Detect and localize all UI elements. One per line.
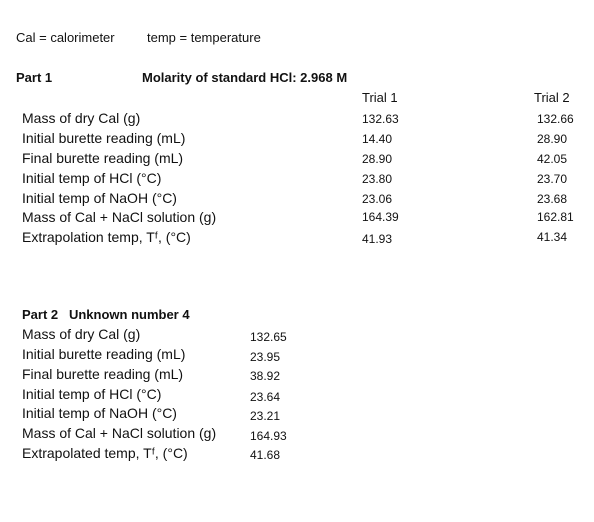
part2-row-label: Final burette reading (mL) <box>22 366 184 382</box>
part1-row-trial2: 28.90 <box>537 132 568 146</box>
part2-row-value: 23.21 <box>250 409 281 423</box>
legend-temperature: temp = temperature <box>147 30 261 45</box>
part2-title: Part 2 Unknown number 4 <box>22 307 190 322</box>
molarity-label: Molarity of standard HCl: 2.968 M <box>142 70 348 85</box>
part1-row-trial1: 132.63 <box>362 112 399 126</box>
part2-row-value: 23.64 <box>250 390 281 404</box>
part1-row-trial2: 42.05 <box>537 152 568 166</box>
part1-row-trial2: 23.68 <box>537 192 568 206</box>
part1-row-trial1: 14.40 <box>362 132 393 146</box>
trial1-header: Trial 1 <box>362 90 398 105</box>
part2-row-label: Mass of Cal + NaCl solution (g) <box>22 425 217 441</box>
part2-row-label: Initial temp of HCl (°C) <box>22 386 162 402</box>
part1-title: Part 1 <box>16 70 53 85</box>
part1-row-trial1: 28.90 <box>362 152 393 166</box>
part1-row-label: Final burette reading (mL) <box>22 150 184 166</box>
part1-row-label: Extrapolation temp, Tᶠ, (°C) <box>22 229 191 245</box>
part1-row-trial1: 41.93 <box>362 232 393 246</box>
part1-row-trial2: 132.66 <box>537 112 574 126</box>
legend-calorimeter: Cal = calorimeter <box>16 30 115 45</box>
part1-row-trial1: 23.80 <box>362 172 393 186</box>
part2-row-label: Mass of dry Cal (g) <box>22 326 141 342</box>
part1-row-label: Initial temp of HCl (°C) <box>22 170 162 186</box>
part1-row-label: Initial temp of NaOH (°C) <box>22 190 177 206</box>
part2-row-value: 38.92 <box>250 369 281 383</box>
trial2-header: Trial 2 <box>534 90 570 105</box>
part1-row-label: Mass of Cal + NaCl solution (g) <box>22 209 217 225</box>
part2-row-value: 164.93 <box>250 429 287 443</box>
part2-row-value: 41.68 <box>250 448 281 462</box>
part2-row-label: Extrapolated temp, Tᶠ, (°C) <box>22 445 188 461</box>
part1-row-label: Initial burette reading (mL) <box>22 130 186 146</box>
part2-row-value: 23.95 <box>250 350 281 364</box>
part2-row-label: Initial temp of NaOH (°C) <box>22 405 177 421</box>
part1-row-trial2: 162.81 <box>537 210 574 224</box>
part1-row-trial1: 23.06 <box>362 192 393 206</box>
part1-row-trial1: 164.39 <box>362 210 399 224</box>
part1-row-trial2: 41.34 <box>537 230 568 244</box>
part1-row-trial2: 23.70 <box>537 172 568 186</box>
part2-row-label: Initial burette reading (mL) <box>22 346 186 362</box>
part1-row-label: Mass of dry Cal (g) <box>22 110 141 126</box>
part2-row-value: 132.65 <box>250 330 287 344</box>
